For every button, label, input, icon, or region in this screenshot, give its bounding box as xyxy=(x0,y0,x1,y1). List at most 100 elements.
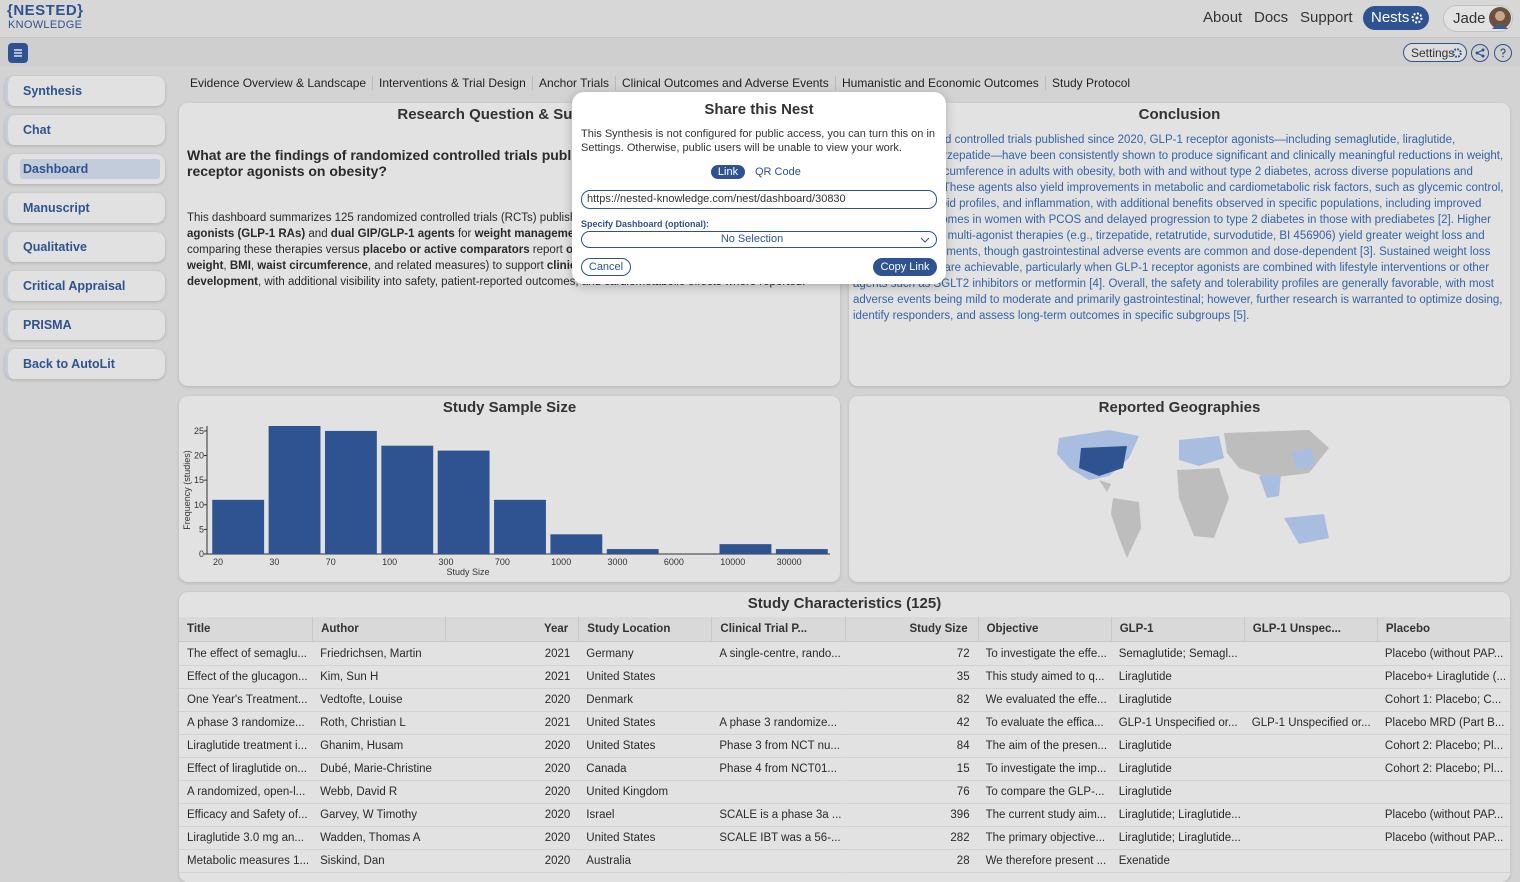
table-cell xyxy=(711,666,845,689)
cancel-button[interactable]: Cancel xyxy=(581,258,631,276)
column-header[interactable]: Clinical Trial P... xyxy=(711,617,844,642)
url-input[interactable]: https://nested-knowledge.com/nest/dashbo… xyxy=(581,190,937,209)
column-header-label: GLP-1 Unspec... xyxy=(1252,623,1341,635)
share-icon xyxy=(1475,48,1485,58)
x-tick-label: 30 xyxy=(269,557,279,567)
table-cell: Liraglutide xyxy=(1110,781,1244,804)
logo[interactable]: {NESTED} xyxy=(7,2,84,19)
menu-icon xyxy=(14,49,22,57)
tab[interactable]: Clinical Outcomes and Adverse Events xyxy=(615,76,835,90)
select-value: No Selection xyxy=(720,233,784,245)
table-cell: Liraglutide treatment i... xyxy=(179,735,313,758)
sidebar-label: Dashboard xyxy=(23,162,89,176)
bar xyxy=(606,549,659,554)
table-cell: United Kingdom xyxy=(578,781,712,804)
table-cell: 28 xyxy=(844,850,978,873)
column-header[interactable]: Objective xyxy=(977,617,1111,642)
table-cell: We evaluated the effe... xyxy=(977,689,1111,712)
x-tick-label: 100 xyxy=(382,557,397,567)
link-tab[interactable]: Link xyxy=(711,165,745,179)
dashboard-select[interactable]: No Selection xyxy=(581,231,937,248)
sidebar-item[interactable]: Dashboard xyxy=(5,154,165,184)
table-cell: Effect of the glucagon... xyxy=(179,666,313,689)
table-cell xyxy=(1243,735,1377,758)
tab[interactable]: Study Protocol xyxy=(1045,76,1136,90)
table-cell: To compare the GLP-... xyxy=(977,781,1111,804)
table-cell: Friedrichsen, Martin xyxy=(312,643,446,666)
table-cell: 72 xyxy=(844,643,978,666)
copy-link-button[interactable]: Copy Link xyxy=(873,258,937,276)
column-header[interactable]: GLP-1 xyxy=(1110,617,1244,642)
table-cell xyxy=(1243,827,1377,850)
share-modal: Share this Nest This Synthesis is not co… xyxy=(572,92,946,284)
y-tick-label: 15 xyxy=(194,475,204,485)
column-header-label: Objective xyxy=(986,623,1039,635)
select-label: Specify Dashboard (optional): xyxy=(581,219,710,229)
tab[interactable]: Humanistic and Economic Outcomes xyxy=(835,76,1045,90)
column-header[interactable]: Placebo xyxy=(1376,617,1510,642)
table-cell: Australia xyxy=(578,850,712,873)
table-cell xyxy=(711,781,845,804)
sidebar-item[interactable]: Chat xyxy=(5,115,165,145)
table-cell: A randomized, open-l... xyxy=(179,781,313,804)
nests-button[interactable]: Nests xyxy=(1363,6,1429,30)
column-header[interactable]: Title xyxy=(179,617,312,642)
table-cell xyxy=(1243,689,1377,712)
top-bar: {NESTED} KNOWLEDGE About Docs Support Ne… xyxy=(0,0,1520,38)
table-cell: Efficacy and Safety of... xyxy=(179,804,313,827)
table-cell xyxy=(1376,850,1510,873)
column-header[interactable]: Year xyxy=(445,617,578,642)
sidebar-label: PRISMA xyxy=(23,318,72,332)
menu-button[interactable] xyxy=(8,43,28,63)
table-cell: Denmark xyxy=(578,689,712,712)
table-cell: Liraglutide xyxy=(1110,689,1244,712)
column-header[interactable]: Author xyxy=(312,617,445,642)
table-cell: To investigate the effe... xyxy=(977,643,1111,666)
table-cell: Effect of liraglutide on... xyxy=(179,758,313,781)
sidebar-item[interactable]: Back to AutoLit xyxy=(5,349,165,379)
table-cell: Exenatide xyxy=(1110,850,1244,873)
settings-button[interactable]: Settings xyxy=(1403,43,1467,62)
share-button[interactable] xyxy=(1471,44,1489,62)
user-menu[interactable]: Jade xyxy=(1443,5,1513,32)
bar xyxy=(324,430,377,554)
x-tick-label: 30000 xyxy=(777,557,802,567)
x-tick-label: 3000 xyxy=(608,557,628,567)
help-button[interactable] xyxy=(1494,44,1512,62)
sidebar-item[interactable]: Manuscript xyxy=(5,193,165,223)
sidebar-item[interactable]: Qualitative xyxy=(5,232,165,262)
column-header-label: GLP-1 xyxy=(1119,623,1154,635)
table-cell: Wadden, Thomas A xyxy=(312,827,446,850)
table-cell: 15 xyxy=(844,758,978,781)
chart: 0 5 10 15 20 25 20 30 70 100 300 700 1000 3000 6000 100… xyxy=(182,426,830,577)
tab[interactable]: Interventions & Trial Design xyxy=(372,76,532,90)
table-cell: 2020 xyxy=(445,781,579,804)
table-cell: SCALE IBT was a 56-... xyxy=(711,827,845,850)
sidebar-item[interactable]: Critical Appraisal xyxy=(5,271,165,301)
nav-link[interactable]: Support xyxy=(1300,9,1353,26)
table-cell: Canada xyxy=(578,758,712,781)
column-header[interactable]: Study Location xyxy=(578,617,711,642)
table-cell: The primary objective... xyxy=(977,827,1111,850)
tab[interactable]: Evidence Overview & Landscape xyxy=(190,76,367,90)
column-header[interactable]: GLP-1 Unspec... xyxy=(1243,617,1377,642)
sidebar-item[interactable]: Synthesis xyxy=(5,76,165,106)
x-tick-label: 20 xyxy=(213,557,223,567)
gear-icon xyxy=(1411,12,1423,24)
table-cell: Liraglutide 3.0 mg an... xyxy=(179,827,313,850)
table-cell: Siskind, Dan xyxy=(312,850,446,873)
column-header-label: Study Size xyxy=(909,623,968,635)
nav-link[interactable]: About xyxy=(1203,9,1243,26)
tab[interactable]: Anchor Trials xyxy=(532,76,615,90)
column-header-label: Author xyxy=(321,623,359,635)
table-cell: Israel xyxy=(578,804,712,827)
column-header[interactable]: Study Size xyxy=(844,617,978,642)
table-cell xyxy=(711,850,845,873)
y-axis-label: Frequency (studies) xyxy=(182,450,192,530)
x-tick-label: 6000 xyxy=(664,557,684,567)
x-axis-label: Study Size xyxy=(446,567,489,577)
nav-link[interactable]: Docs xyxy=(1254,9,1289,26)
bar xyxy=(437,450,490,554)
qr-tab[interactable]: QR Code xyxy=(755,166,801,178)
sidebar-item[interactable]: PRISMA xyxy=(5,310,165,340)
